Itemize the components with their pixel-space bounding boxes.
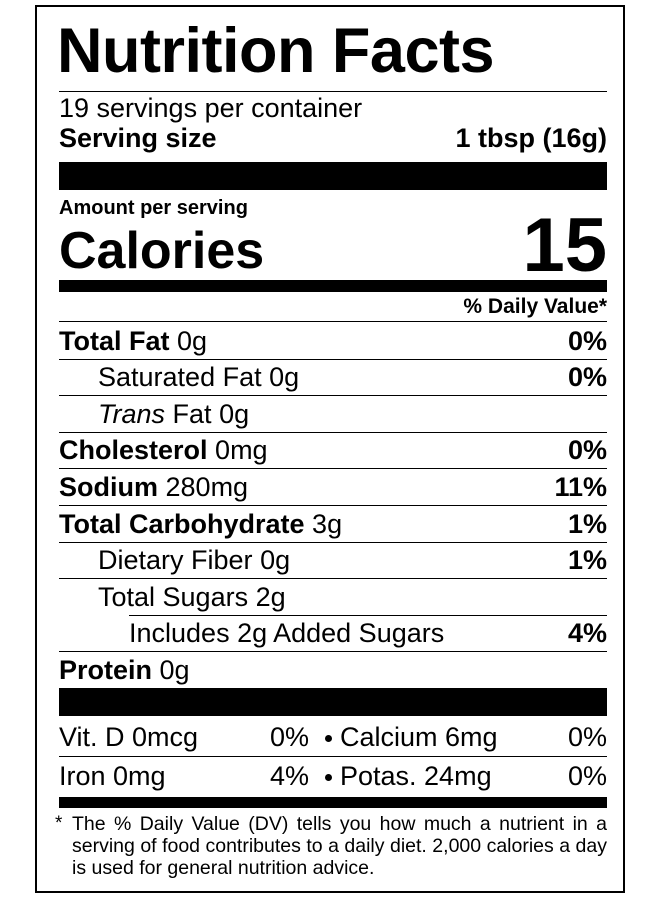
rule [59,541,607,543]
medium-rule [59,280,607,292]
nutrient-dv: 0% [567,362,607,393]
nutrient-row: Total Carbohydrate 3g 1% [59,506,607,542]
nutrient-name: Includes 2g Added Sugars [129,618,445,649]
mineral-row: Vit. D 0mcg 0% Calcium 6mg 0% [59,718,607,756]
nutrient-dv: 11% [554,471,607,502]
nutrient-row: Cholesterol 0mg 0% [59,433,607,469]
rule [59,756,607,757]
calories-row: Calories 15 [59,208,607,284]
nutrient-amount: 280mg [165,471,249,502]
nutrient-name: Fat [172,398,212,429]
mineral-cell: Iron 0mg 4% [59,761,309,792]
nutrient-row: Total Sugars 2g [59,579,607,615]
mineral-dv: 0% [567,760,607,791]
nutrient-label: Dietary Fiber 0g [59,545,290,576]
mineral-name-wrap: Calcium 6mg [317,722,498,753]
nutrient-amount: 0g [219,398,250,429]
nutrient-name: Protein [59,654,153,685]
rule [59,651,607,653]
mineral-name: Vit. D 0mcg [59,721,199,752]
nutrient-amount: 0g [159,654,190,685]
nutrient-amount: 0g [269,362,300,393]
mineral-name: Iron 0mg [59,760,166,791]
nutrient-dv: 0% [567,325,607,356]
nutrient-row: Includes 2g Added Sugars 4% [59,616,607,652]
thick-rule [59,162,607,190]
mineral-dv: 0% [269,721,309,752]
mineral-row: Iron 0mg 4% Potas. 24mg 0% [59,757,607,795]
nutrient-label: Protein 0g [59,655,190,686]
serving-size-row: Serving size 1 tbsp (16g) [59,121,607,155]
nutrient-amount: 0mg [215,435,268,466]
dv-header: % Daily Value* [463,295,607,318]
rule [59,505,607,506]
bullet [325,773,332,781]
nutrient-prefix: Trans [98,398,166,429]
nutrient-name: Dietary Fiber [98,545,253,576]
nutrient-label: Sodium 280mg [59,472,248,503]
nutrient-dv: 4% [567,618,607,649]
nutrient-name: Saturated Fat [98,362,262,393]
nutrient-label: Trans Fat 0g [59,399,249,430]
rule [59,468,607,470]
calories-label: Calories [59,222,265,280]
rule [129,614,607,616]
rule [59,395,607,397]
nutrient-dv: 1% [567,545,607,576]
footnote-mark: * [55,813,63,834]
amount-per-serving: Amount per serving [59,197,248,219]
nutrient-row: Total Fat 0g 0% [59,323,607,359]
nutrient-name: Total Carbohydrate [59,508,305,539]
nutrient-dv: 1% [567,508,607,539]
nutrient-name: Cholesterol [59,435,208,466]
nutrient-label: Total Sugars 2g [59,582,286,613]
rule [59,578,607,580]
mineral-cell: Vit. D 0mcg 0% [59,722,309,753]
mineral-name: Potas. 24mg [340,760,492,791]
nutrient-row: Saturated Fat 0g 0% [59,360,607,396]
nutrient-label: Cholesterol 0mg [59,435,268,466]
nutrient-row: Trans Fat 0g [59,396,607,432]
rule [59,91,607,92]
rule [59,358,607,360]
mineral-name-wrap: Potas. 24mg [317,761,492,792]
nutrient-label: Total Fat 0g [59,326,207,357]
medium-rule [59,797,607,808]
rule [59,431,607,433]
mineral-cell: Calcium 6mg 0% [317,722,607,753]
mineral-dv: 4% [269,760,309,791]
rule [59,321,607,322]
footnote-text: The % Daily Value (DV) tells you how muc… [72,813,607,879]
nutrient-dv: 0% [567,435,607,466]
servings: 19 servings per container [59,93,363,123]
nutrient-row: Sodium 280mg 11% [59,469,607,505]
nutrient-name: Total Fat [59,325,170,356]
nutrient-name: Sodium [59,471,158,502]
nutrient-name: Total Sugars [98,581,249,612]
serving-size-value: 1 tbsp (16g) [455,122,607,153]
nutrient-amount: 0g [177,325,208,356]
nutrient-label: Saturated Fat 0g [59,362,299,393]
nutrient-amount: 0g [260,545,291,576]
nutrient-label: Includes 2g Added Sugars [59,618,444,649]
nutrient-amount: 3g [312,508,343,539]
mineral-dv: 0% [567,721,607,752]
nutrient-row: Protein 0g [59,652,607,688]
calories-value: 15 [522,203,607,288]
mineral-name: Calcium 6mg [340,721,498,752]
nutrient-label: Total Carbohydrate 3g [59,509,342,540]
bullet [325,734,332,742]
nutrient-amount: 2g [255,581,286,612]
thick-rule [59,688,607,716]
mineral-cell: Potas. 24mg 0% [317,761,607,792]
nutrition-label: Nutrition Facts 19 servings per containe… [35,5,625,893]
nutrient-row: Dietary Fiber 0g 1% [59,543,607,579]
serving-size-label: Serving size [59,122,217,153]
title: Nutrition Facts [57,16,495,86]
